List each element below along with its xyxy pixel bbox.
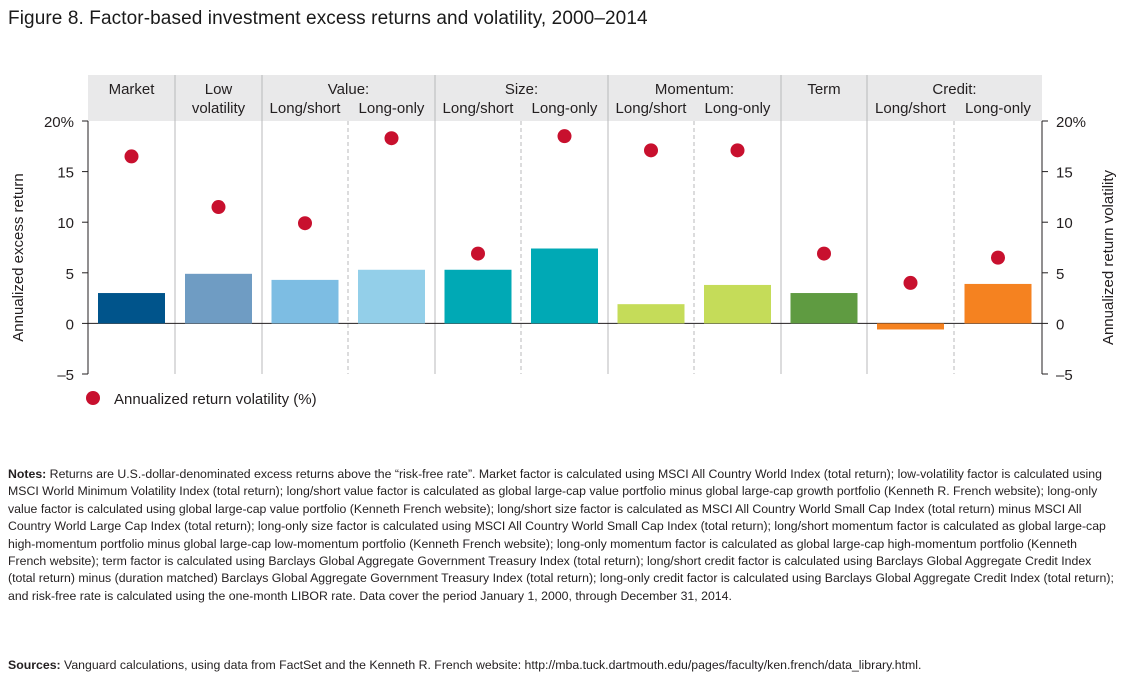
- group-label: Value:: [328, 81, 369, 98]
- group-label: Term: [807, 81, 840, 98]
- bar-1: [98, 293, 165, 324]
- axes: 20% 20% 15 15 10 10 5 5 0 0 –5 –5 Annualized excess …: [10, 114, 1117, 384]
- right-tick-label: –5: [1056, 367, 1073, 384]
- category-header-band: [88, 75, 1042, 121]
- volatility-markers: [124, 129, 1005, 290]
- left-tick-label: 10: [57, 215, 74, 232]
- group-label-line2: volatility: [192, 100, 246, 117]
- volatility-marker-1: [124, 149, 139, 164]
- volatility-marker-7: [644, 143, 658, 158]
- subgroup-label: Long/short: [875, 100, 947, 117]
- subgroup-label: Long-only: [359, 100, 425, 117]
- left-tick-label: 0: [66, 316, 74, 333]
- left-tick-label: –5: [57, 367, 74, 384]
- subgroup-label: Long-only: [532, 100, 598, 117]
- right-tick-label: 15: [1056, 165, 1073, 182]
- volatility-marker-5: [471, 246, 485, 261]
- bars: [98, 248, 1032, 330]
- volatility-marker-3: [298, 216, 312, 231]
- left-tick-label: 20%: [44, 114, 74, 131]
- group-label: Low: [205, 81, 233, 98]
- notes-text: Returns are U.S.-dollar-denominated exce…: [8, 467, 1114, 603]
- group-label: Market: [109, 81, 156, 98]
- bar-7: [617, 304, 685, 324]
- right-tick-label: 0: [1056, 316, 1064, 333]
- volatility-marker-4: [384, 131, 399, 146]
- group-label: Credit:: [932, 81, 976, 98]
- notes-label: Notes:: [8, 467, 47, 481]
- legend-marker: [86, 391, 100, 405]
- sources-label: Sources:: [8, 658, 61, 672]
- factor-chart: 20% 20% 15 15 10 10 5 5 0 0 –5 –5 Annualized excess …: [10, 75, 1117, 408]
- subgroup-label: Long/short: [443, 100, 515, 117]
- subgroup-label: Long-only: [965, 100, 1031, 117]
- right-tick-label: 5: [1056, 266, 1064, 283]
- subgroup-label: Long/short: [616, 100, 688, 117]
- category-labels: Market Low volatility Value: Long/short Long-…: [109, 81, 1032, 117]
- bar-4: [358, 269, 425, 324]
- right-axis-label: Annualized return volatility: [1100, 169, 1117, 345]
- volatility-marker-8: [730, 143, 745, 158]
- subgroup-label: Long-only: [705, 100, 771, 117]
- volatility-marker-9: [817, 246, 831, 261]
- notes: Notes: Returns are U.S.-dollar-denominat…: [8, 466, 1116, 605]
- subgroup-label: Long/short: [270, 100, 342, 117]
- volatility-marker-11: [991, 250, 1005, 265]
- bar-10: [877, 323, 944, 330]
- header-background: [88, 75, 1042, 121]
- legend-label: Annualized return volatility (%): [114, 391, 317, 408]
- left-tick-label: 5: [66, 266, 74, 283]
- bar-11: [964, 283, 1032, 324]
- bar-2: [185, 273, 252, 324]
- bar-3: [271, 279, 339, 324]
- category-dividers: [174, 75, 955, 374]
- bar-6: [531, 248, 598, 324]
- sources-text: Vanguard calculations, using data from F…: [60, 658, 922, 672]
- bar-5: [444, 269, 512, 324]
- group-label: Size:: [505, 81, 538, 98]
- left-tick-label: 15: [57, 165, 74, 182]
- bar-9: [790, 293, 858, 324]
- right-tick-label: 20%: [1056, 114, 1086, 131]
- figure-title: Figure 8. Factor-based investment excess…: [8, 8, 648, 29]
- volatility-marker-6: [557, 129, 572, 144]
- legend: Annualized return volatility (%): [86, 391, 317, 408]
- volatility-marker-10: [903, 275, 918, 290]
- sources: Sources: Vanguard calculations, using da…: [8, 657, 1116, 674]
- bar-8: [704, 284, 771, 324]
- group-label: Momentum:: [655, 81, 734, 98]
- right-tick-label: 10: [1056, 215, 1073, 232]
- left-axis-label: Annualized excess return: [10, 173, 27, 341]
- volatility-marker-2: [211, 200, 226, 215]
